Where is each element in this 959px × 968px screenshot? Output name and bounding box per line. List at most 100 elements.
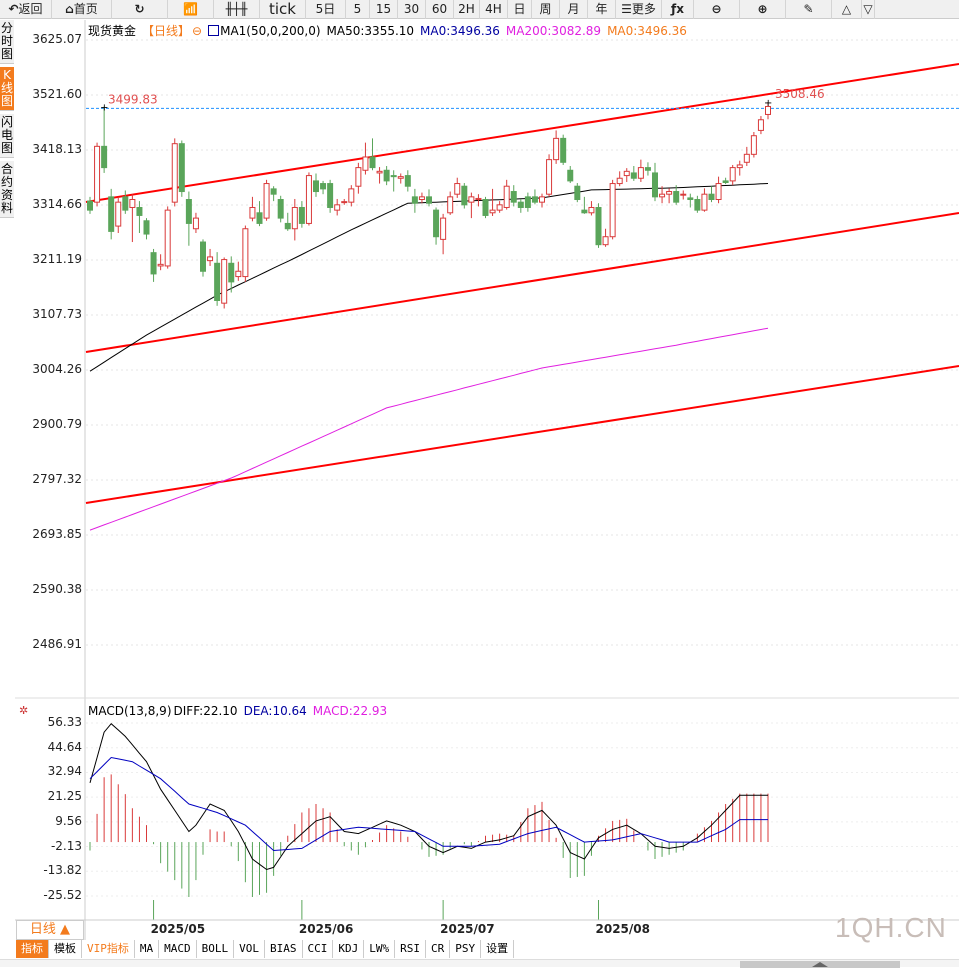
candle[interactable] xyxy=(214,252,221,306)
candle[interactable] xyxy=(531,189,538,205)
candle[interactable] xyxy=(94,142,101,207)
indicator-tab-RSI[interactable]: RSI xyxy=(395,940,426,958)
candle[interactable] xyxy=(454,177,461,198)
candle[interactable] xyxy=(588,201,595,216)
toolbar-button-60[interactable]: 60 xyxy=(426,0,454,19)
candle[interactable] xyxy=(659,186,666,204)
candle[interactable] xyxy=(305,172,312,226)
candle[interactable] xyxy=(263,179,270,221)
candle[interactable] xyxy=(101,106,108,173)
indicator-tab-设置[interactable]: 设置 xyxy=(481,940,515,958)
candle[interactable] xyxy=(765,101,771,120)
candle[interactable] xyxy=(673,185,680,205)
candle[interactable] xyxy=(489,188,496,216)
toolbar-button-triangle-up[interactable]: △ xyxy=(832,0,862,19)
indicator-tab-KDJ[interactable]: KDJ xyxy=(333,940,365,958)
candle[interactable] xyxy=(546,154,553,197)
indicator-icon[interactable] xyxy=(208,25,220,36)
toolbar-button-更多[interactable]: ☰更多 xyxy=(616,0,662,19)
candle[interactable] xyxy=(567,166,574,184)
period-button[interactable]: 日线 ▲ xyxy=(16,920,84,940)
period-label[interactable]: 【日线】 xyxy=(142,24,191,38)
candle[interactable] xyxy=(313,173,319,197)
candle[interactable] xyxy=(475,194,482,207)
candle[interactable] xyxy=(207,248,214,266)
candle[interactable] xyxy=(277,195,284,223)
toolbar-button-15[interactable]: 15 xyxy=(370,0,398,19)
toolbar-button-返回[interactable]: ↶返回 xyxy=(0,0,52,19)
toolbar-button-pen[interactable]: ✎ xyxy=(786,0,832,19)
candle[interactable] xyxy=(390,170,397,192)
indicator-tab-PSY[interactable]: PSY xyxy=(450,940,482,958)
candle[interactable] xyxy=(397,173,404,184)
candle[interactable] xyxy=(644,162,651,176)
candle[interactable] xyxy=(228,256,235,293)
toolbar-button-周[interactable]: 周 xyxy=(532,0,560,19)
candle[interactable] xyxy=(503,179,510,210)
candle[interactable] xyxy=(242,225,249,282)
candle[interactable] xyxy=(652,162,658,202)
toolbar-button-refresh[interactable]: ↻ xyxy=(112,0,168,19)
candle[interactable] xyxy=(334,198,341,216)
indicator-tab-MA[interactable]: MA xyxy=(134,940,160,958)
candle[interactable] xyxy=(249,196,256,222)
toolbar-button-function[interactable]: ƒx xyxy=(662,0,694,19)
indicator-tab-VIP指标[interactable]: VIP指标 xyxy=(82,940,135,958)
settings-circle-icon[interactable]: ⊖ xyxy=(192,24,203,38)
candle[interactable] xyxy=(560,134,567,165)
candle[interactable] xyxy=(355,162,362,194)
candle[interactable] xyxy=(383,166,390,186)
toolbar-button-日[interactable]: 日 xyxy=(508,0,532,19)
candle[interactable] xyxy=(701,188,708,212)
candle[interactable] xyxy=(447,191,454,215)
candle[interactable] xyxy=(122,190,129,214)
indicator-tab-BIAS[interactable]: BIAS xyxy=(265,940,303,958)
candle[interactable] xyxy=(433,207,440,245)
candle[interactable] xyxy=(404,170,411,192)
sidebar-tab-0[interactable]: 分时图 xyxy=(0,20,14,64)
candle[interactable] xyxy=(411,188,418,213)
toolbar-button-年[interactable]: 年 xyxy=(588,0,616,19)
candle[interactable] xyxy=(327,179,334,213)
candle[interactable] xyxy=(666,188,673,204)
toolbar-button-bar-chart[interactable]: 📶 xyxy=(168,0,214,19)
toolbar-button-zoom-in[interactable]: ⊕ xyxy=(740,0,786,19)
candle[interactable] xyxy=(108,188,115,240)
indicator-tab-指标[interactable]: 指标 xyxy=(16,940,49,958)
candle[interactable] xyxy=(150,248,157,282)
sidebar-tab-2[interactable]: 闪电图 xyxy=(0,114,14,158)
candle[interactable] xyxy=(87,196,93,214)
candle[interactable] xyxy=(539,193,545,208)
candle[interactable] xyxy=(376,167,383,184)
toolbar-button-首页[interactable]: ⌂首页 xyxy=(52,0,112,19)
indicator-tab-VOL[interactable]: VOL xyxy=(234,940,265,958)
toolbar-button-30[interactable]: 30 xyxy=(398,0,426,19)
candle[interactable] xyxy=(602,228,609,247)
candle[interactable] xyxy=(630,166,637,181)
toolbar-button-5日[interactable]: 5日 xyxy=(306,0,346,19)
trend-line-2[interactable] xyxy=(85,365,959,504)
candle[interactable] xyxy=(348,185,355,207)
candle[interactable] xyxy=(574,183,581,203)
candle[interactable] xyxy=(581,196,588,214)
candle[interactable] xyxy=(164,206,171,269)
indicator-tab-模板[interactable]: 模板 xyxy=(49,940,82,958)
candle[interactable] xyxy=(320,180,327,195)
indicator-tab-MACD[interactable]: MACD xyxy=(159,940,197,958)
toolbar-button-triangle-down[interactable]: ▽ xyxy=(862,0,875,19)
trend-line-0[interactable] xyxy=(85,63,959,203)
indicator-tab-BOLL[interactable]: BOLL xyxy=(196,940,235,958)
candle[interactable] xyxy=(341,198,348,205)
candle[interactable] xyxy=(609,179,616,240)
macd-settings-icon[interactable]: ✲ xyxy=(19,704,29,717)
candle[interactable] xyxy=(715,176,722,204)
candle[interactable] xyxy=(136,201,143,233)
candle[interactable] xyxy=(616,171,623,187)
candle[interactable] xyxy=(468,192,475,219)
candle[interactable] xyxy=(440,213,447,255)
candle[interactable] xyxy=(482,196,489,219)
candle[interactable] xyxy=(461,183,468,209)
candle[interactable] xyxy=(270,186,277,202)
candle[interactable] xyxy=(729,164,736,186)
